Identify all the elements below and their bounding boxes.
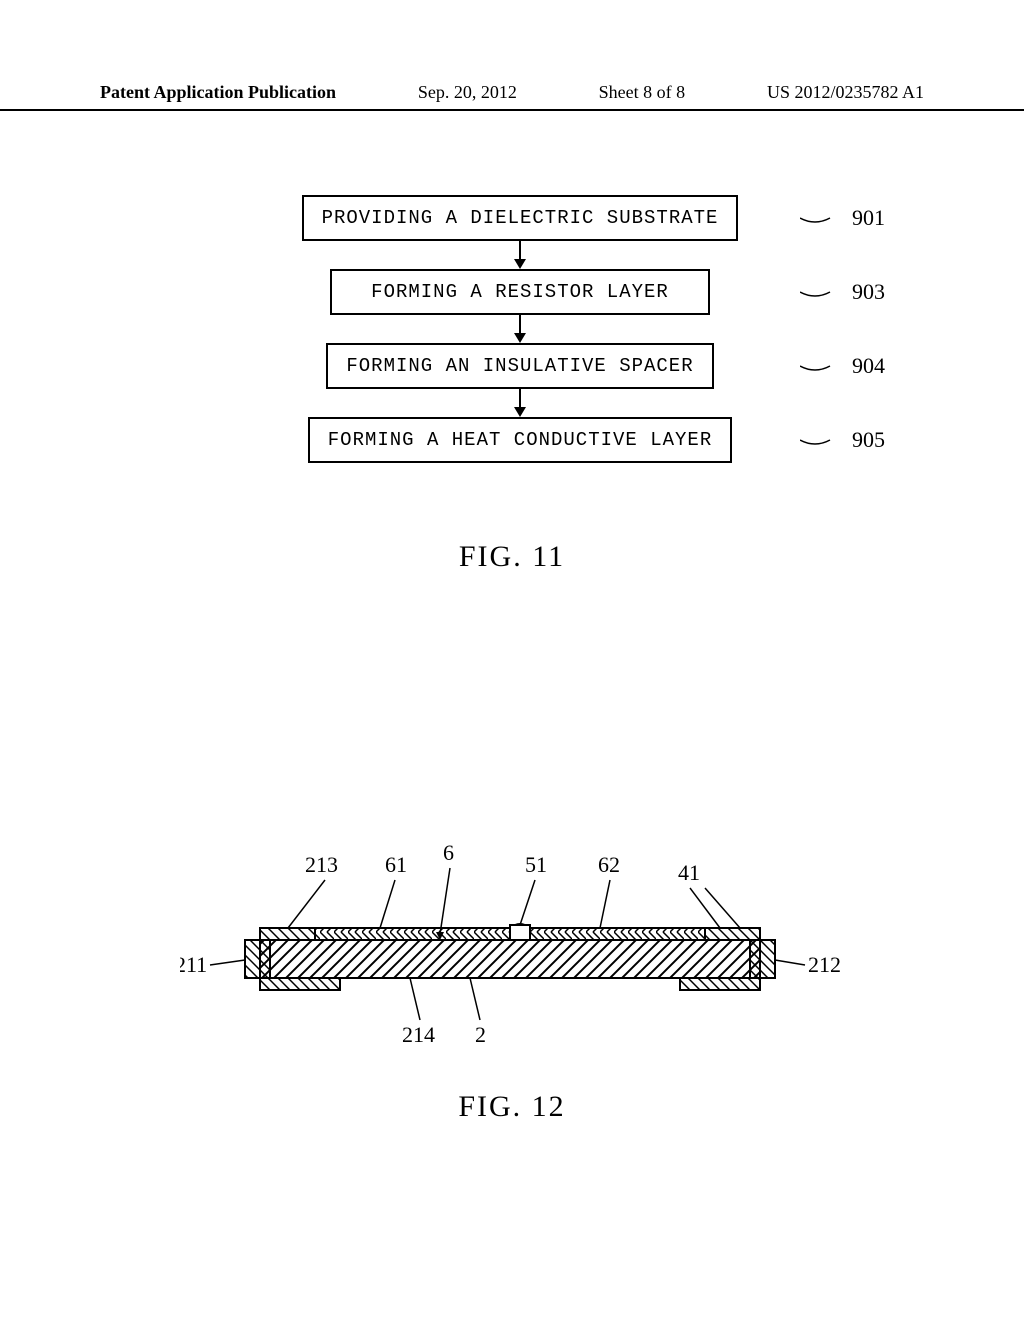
- flow-step-3: FORMING AN INSULATIVE SPACER 904: [240, 343, 800, 389]
- flow-box-4: FORMING A HEAT CONDUCTIVE LAYER: [308, 417, 732, 463]
- label-212: 212: [808, 952, 840, 977]
- curve-connector-icon: [800, 356, 850, 376]
- flowchart: PROVIDING A DIELECTRIC SUBSTRATE 901 FOR…: [240, 195, 800, 463]
- cross-section-diagram: 213 61 6 51 62 41 211 212 214 2: [180, 820, 840, 1080]
- arrow-down-icon: [510, 315, 530, 343]
- flow-label-3: 904: [852, 353, 885, 379]
- curve-connector-icon: [800, 208, 850, 228]
- figure-12-caption: FIG. 12: [0, 1090, 1024, 1124]
- flow-arrow-3: [240, 389, 800, 417]
- header-pubnum: US 2012/0235782 A1: [767, 82, 924, 103]
- figure-11-caption: FIG. 11: [0, 540, 1024, 574]
- label-61: 61: [385, 852, 407, 877]
- flow-label-4: 905: [852, 427, 885, 453]
- flow-arrow-2: [240, 315, 800, 343]
- curve-connector-icon: [800, 430, 850, 450]
- header-sheet: Sheet 8 of 8: [599, 82, 685, 103]
- flow-label-1: 901: [852, 205, 885, 231]
- flow-box-3: FORMING AN INSULATIVE SPACER: [326, 343, 713, 389]
- flow-step-4: FORMING A HEAT CONDUCTIVE LAYER 905: [240, 417, 800, 463]
- page-header: Patent Application Publication Sep. 20, …: [0, 82, 1024, 111]
- flow-step-2: FORMING A RESISTOR LAYER 903: [240, 269, 800, 315]
- label-51: 51: [525, 852, 547, 877]
- arrow-down-icon: [510, 389, 530, 417]
- header-left: Patent Application Publication: [100, 82, 336, 103]
- arrow-down-icon: [510, 241, 530, 269]
- label-62: 62: [598, 852, 620, 877]
- header-date: Sep. 20, 2012: [418, 82, 517, 103]
- label-214: 214: [402, 1022, 435, 1047]
- curve-connector-icon: [800, 282, 850, 302]
- label-213: 213: [305, 852, 338, 877]
- label-2: 2: [475, 1022, 486, 1047]
- flow-step-1: PROVIDING A DIELECTRIC SUBSTRATE 901: [240, 195, 800, 241]
- label-41: 41: [678, 860, 700, 885]
- cross-section-svg: 213 61 6 51 62 41 211 212 214 2: [180, 820, 840, 1080]
- label-6: 6: [443, 840, 454, 865]
- flow-box-2: FORMING A RESISTOR LAYER: [330, 269, 710, 315]
- label-211: 211: [180, 952, 207, 977]
- flow-arrow-1: [240, 241, 800, 269]
- flow-label-2: 903: [852, 279, 885, 305]
- flow-box-1: PROVIDING A DIELECTRIC SUBSTRATE: [302, 195, 739, 241]
